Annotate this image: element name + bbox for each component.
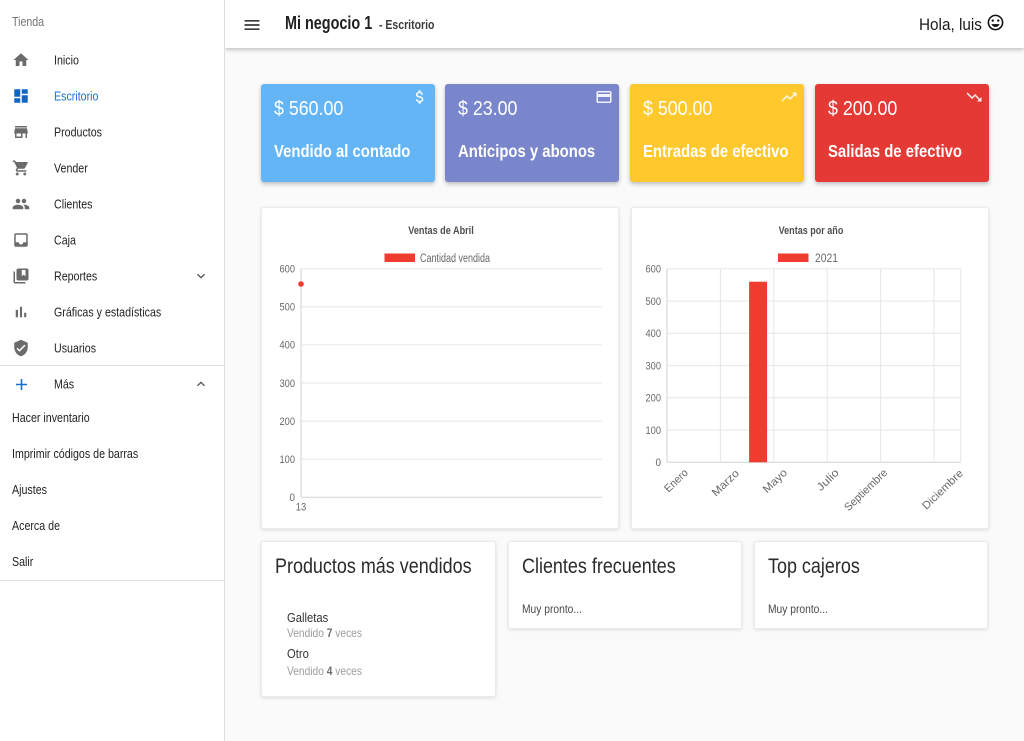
svg-text:Julio: Julio [815, 467, 842, 494]
svg-text:13: 13 [296, 502, 307, 514]
svg-text:Mayo: Mayo [761, 467, 790, 496]
svg-text:Diciembre: Diciembre [920, 468, 966, 513]
svg-text:600: 600 [646, 264, 662, 276]
svg-text:Ventas de Abril: Ventas de Abril [408, 225, 474, 237]
svg-text:Ventas por año: Ventas por año [779, 225, 844, 237]
svg-text:300: 300 [646, 360, 662, 372]
svg-text:500: 500 [646, 296, 662, 308]
svg-text:200: 200 [280, 416, 296, 428]
svg-text:0: 0 [656, 457, 662, 469]
svg-text:600: 600 [280, 264, 296, 276]
svg-text:500: 500 [280, 302, 296, 314]
svg-text:Marzo: Marzo [710, 468, 742, 500]
svg-text:300: 300 [280, 378, 296, 390]
svg-text:200: 200 [646, 393, 662, 405]
svg-text:2021: 2021 [815, 253, 838, 265]
svg-text:Septiembre: Septiembre [842, 467, 890, 514]
svg-text:400: 400 [280, 340, 296, 352]
svg-text:100: 100 [646, 425, 662, 437]
svg-text:0: 0 [290, 492, 296, 504]
svg-text:400: 400 [646, 328, 662, 340]
svg-text:100: 100 [280, 454, 296, 466]
svg-text:Cantidad vendida: Cantidad vendida [420, 253, 490, 265]
svg-text:Enero: Enero [662, 467, 690, 495]
